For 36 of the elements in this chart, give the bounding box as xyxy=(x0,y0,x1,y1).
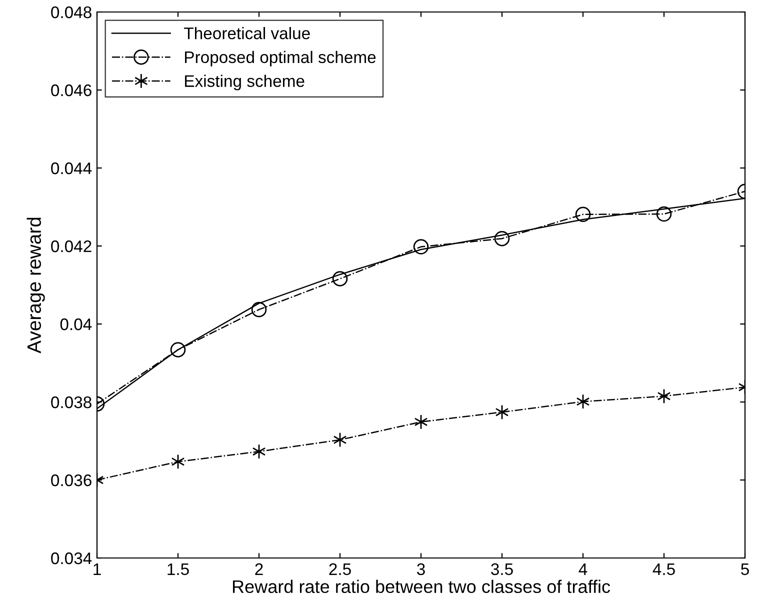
x-tick-label: 2 xyxy=(255,563,263,575)
x-tick-label: 4 xyxy=(578,563,588,575)
legend-label: Existing scheme xyxy=(185,74,304,90)
point xyxy=(251,302,267,318)
point xyxy=(656,206,672,222)
point xyxy=(170,342,186,358)
x-tick-label: 4.5 xyxy=(652,563,675,576)
x-axis-title: Reward rate ratio between two classes of traffic xyxy=(232,580,610,594)
x-tick-label: 1.5 xyxy=(168,563,189,576)
x-tick-label: 2.5 xyxy=(329,563,351,576)
point xyxy=(575,206,591,222)
point xyxy=(495,404,509,420)
y-tick-label: 0.04 xyxy=(60,318,92,330)
y-tick-label: 0.034 xyxy=(51,552,92,564)
y-tick-label: 0.048 xyxy=(51,6,92,18)
point xyxy=(333,432,347,448)
x-tick-label: 5 xyxy=(741,563,749,576)
x-tick-label: 3 xyxy=(417,563,425,576)
y-tick-label: 0.042 xyxy=(51,240,92,252)
y-tick-label: 0.046 xyxy=(51,84,92,96)
point xyxy=(252,444,266,460)
x-tick-label: 1 xyxy=(94,563,101,575)
y-tick-label: 0.038 xyxy=(51,396,92,408)
x-tick-label: 3.5 xyxy=(491,563,513,576)
y-axis-title: Average reward xyxy=(26,218,45,354)
point xyxy=(494,230,510,246)
point xyxy=(576,394,590,410)
point xyxy=(332,271,348,286)
point xyxy=(657,388,671,404)
point xyxy=(171,454,185,470)
legend-label: Theoretical value xyxy=(184,27,310,40)
y-tick-label: 0.044 xyxy=(51,162,92,174)
point xyxy=(414,414,428,430)
point xyxy=(413,239,429,254)
y-tick-label: 0.036 xyxy=(51,474,92,486)
legend-label: Proposed optimal scheme xyxy=(185,50,376,66)
